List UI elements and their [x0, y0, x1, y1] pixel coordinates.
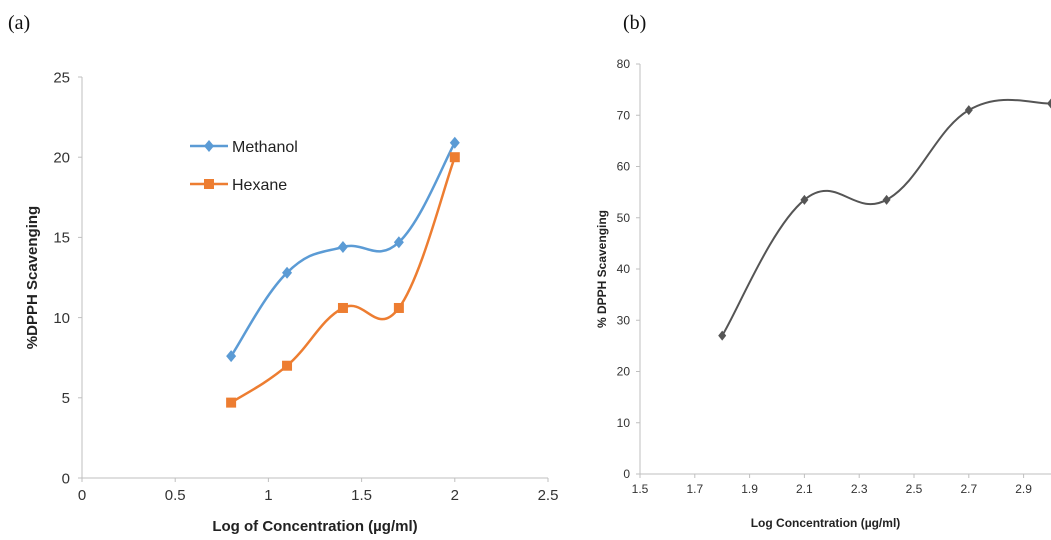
chart-b-series-point [718, 330, 727, 341]
chart-b-x-tick-label: 1.5 [632, 482, 649, 496]
chart-a-methanol-point [282, 266, 293, 279]
chart-b-x-tick-label: 2.5 [906, 482, 923, 496]
chart-b-y-tick-label: 50 [617, 211, 631, 225]
chart-b-x-tick-label: 2.1 [796, 482, 813, 496]
chart-a-x-tick-label: 1.5 [351, 487, 372, 504]
chart-a-y-tick-label: 10 [53, 310, 70, 327]
chart-a-x-tick-label: 2.5 [538, 487, 559, 504]
chart-b-x-tick-label: 1.7 [686, 482, 703, 496]
chart-a-hexane-point [393, 302, 404, 313]
chart-b-x-tick-label: 2.3 [851, 482, 868, 496]
chart-a-x-tick-label: 0.5 [165, 487, 186, 504]
chart-a-legend-hexane-marker [204, 179, 214, 189]
chart-a-methanol-point [393, 236, 404, 249]
panel-b-label: (b) [623, 12, 647, 34]
chart-a-x-tick-label: 1 [264, 487, 272, 504]
chart-b-x-tick-label: 2.9 [1015, 482, 1032, 496]
chart-a-hexane-line [230, 156, 456, 404]
chart-a-x-axis-title: Log of Concentration (µg/ml) [212, 518, 417, 535]
chart-b-series-point [964, 105, 973, 116]
chart-a-hexane-point [282, 360, 293, 371]
chart-b-y-tick-label: 80 [617, 57, 631, 71]
chart-a-legend-hexane-label: Hexane [232, 177, 287, 194]
panel-a-label: (a) [8, 12, 31, 34]
chart-b-x-axis-title: Log Concentration (µg/ml) [751, 516, 901, 530]
chart-a-y-tick-label: 5 [62, 390, 70, 407]
chart-b-y-tick-label: 30 [617, 313, 631, 327]
chart-b-series-point [800, 194, 809, 205]
chart-a-y-axis-title: %DPPH Scavenging [24, 206, 41, 349]
chart-a-y-tick-label: 0 [62, 470, 70, 487]
chart-a-x-tick-label: 0 [78, 487, 86, 504]
chart-a-methanol-point [337, 241, 348, 254]
chart-a-hexane-point [449, 152, 460, 163]
chart-b-x-tick-label: 1.9 [741, 482, 758, 496]
chart-a-y-tick-label: 25 [53, 69, 70, 86]
chart-b-y-tick-label: 70 [617, 108, 631, 122]
chart-a-methanol-point [226, 350, 237, 363]
chart-a-hexane-point [226, 397, 237, 408]
chart-a-legend-methanol-label: Methanol [232, 139, 298, 156]
chart-b-series-point [882, 194, 891, 205]
chart-a-y-tick-label: 15 [53, 230, 70, 247]
chart-b-x-tick-label: 2.7 [960, 482, 977, 496]
chart-b-y-axis-title: % DPPH Scavenging [595, 210, 609, 328]
chart-b-y-tick-label: 60 [617, 160, 631, 174]
chart-a-y-tick-label: 20 [53, 149, 70, 166]
chart-a-hexane-point [337, 302, 348, 313]
chart-b-y-tick-label: 20 [617, 365, 631, 379]
chart-a-methanol-point [449, 136, 460, 149]
chart-b-y-tick-label: 10 [617, 416, 631, 430]
chart-b-y-tick-label: 40 [617, 262, 631, 276]
chart-b-y-tick-label: 0 [623, 467, 630, 481]
chart-b-series-point [1047, 98, 1051, 109]
chart-a-x-tick-label: 2 [451, 487, 459, 504]
chart-b-series-line [721, 98, 1051, 337]
chart-a-legend-methanol-marker [204, 140, 214, 152]
